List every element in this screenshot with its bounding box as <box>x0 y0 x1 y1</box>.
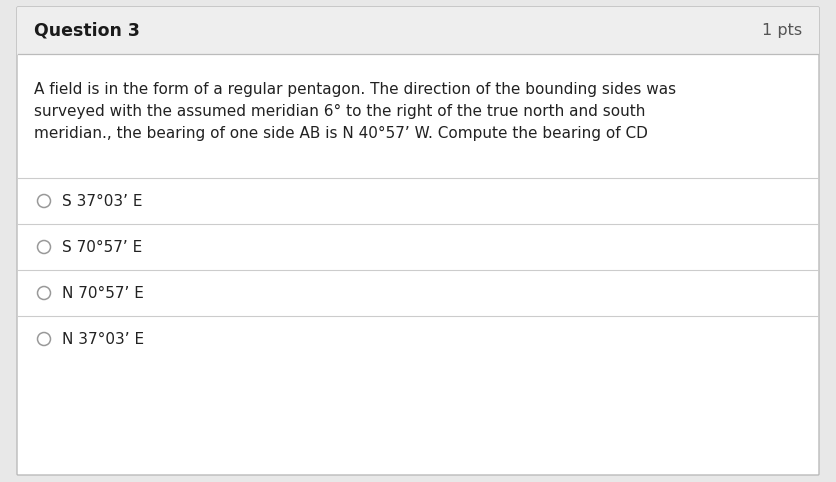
Text: S 70°57’ E: S 70°57’ E <box>62 240 142 254</box>
Text: Question 3: Question 3 <box>34 22 140 40</box>
Text: S 37°03’ E: S 37°03’ E <box>62 193 142 209</box>
Text: A field is in the form of a regular pentagon. The direction of the bounding side: A field is in the form of a regular pent… <box>34 82 676 97</box>
Text: surveyed with the assumed meridian 6° to the right of the true north and south: surveyed with the assumed meridian 6° to… <box>34 104 645 119</box>
Text: N 37°03’ E: N 37°03’ E <box>62 332 144 347</box>
FancyBboxPatch shape <box>17 7 819 55</box>
Text: 1 pts: 1 pts <box>762 24 802 39</box>
FancyBboxPatch shape <box>17 7 819 475</box>
FancyBboxPatch shape <box>18 31 818 54</box>
Text: meridian., the bearing of one side AB is N 40°57’ W. Compute the bearing of CD: meridian., the bearing of one side AB is… <box>34 126 648 141</box>
Text: N 70°57’ E: N 70°57’ E <box>62 285 144 300</box>
